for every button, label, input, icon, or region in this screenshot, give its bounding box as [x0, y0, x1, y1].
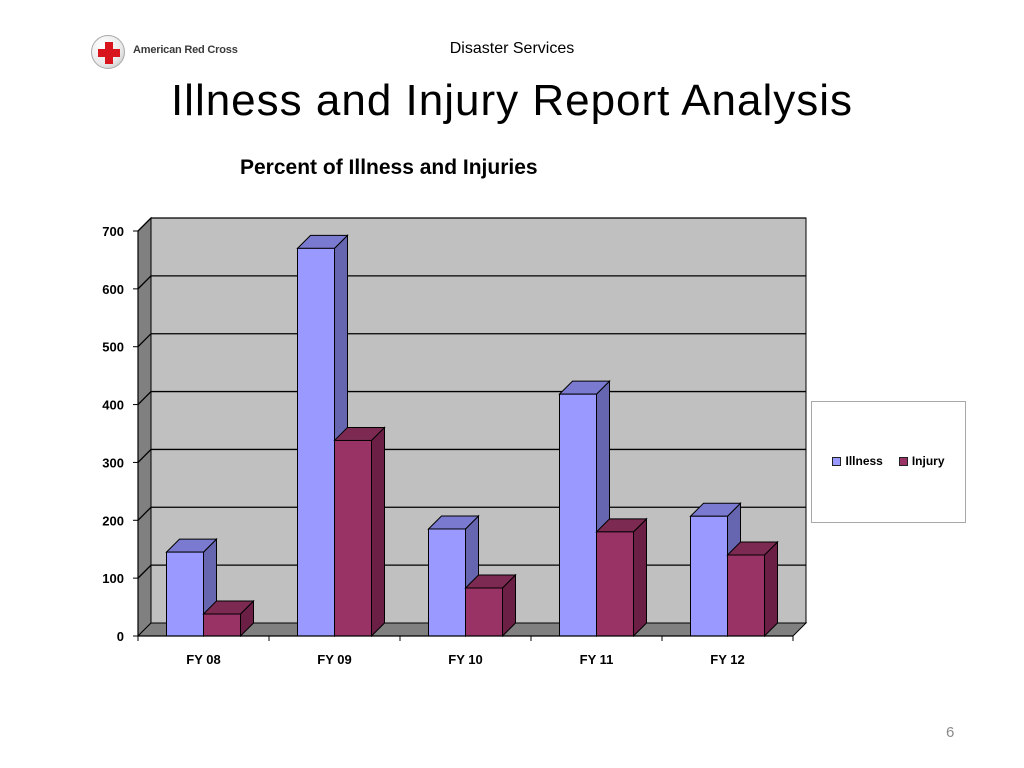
bar-fy11-illness	[559, 393, 597, 637]
chart-side-wall	[137, 216, 152, 638]
bar-fy12-injury	[727, 554, 765, 637]
american-red-cross-logo: American Red Cross	[91, 35, 261, 69]
logo-text: American Red Cross	[133, 44, 238, 56]
legend-label-injury: Injury	[911, 454, 945, 468]
y-tick-label: 300	[102, 455, 124, 470]
legend-item-injury: Injury	[898, 454, 945, 468]
gridline	[137, 275, 806, 290]
slide-title: Illness and Injury Report Analysis	[170, 76, 854, 125]
chart-legend: Illness Injury	[811, 401, 966, 523]
y-tick-label: 600	[102, 282, 124, 297]
bar-fy10-illness	[428, 528, 466, 637]
bar-fy12-illness	[690, 515, 728, 637]
bar-fy09-illness	[297, 247, 335, 637]
gridline	[137, 333, 806, 348]
x-tick-label: FY 12	[710, 652, 744, 667]
y-tick-label: 0	[117, 629, 124, 644]
y-tick-label: 700	[102, 224, 124, 239]
bar-fy08-illness	[166, 551, 204, 637]
bar-side-fy11-injury	[633, 517, 647, 638]
header-text: Disaster Services	[449, 40, 575, 57]
bar-fy10-injury	[465, 587, 503, 637]
x-tick-label: FY 09	[317, 652, 351, 667]
y-tick-label: 400	[102, 398, 124, 413]
bar-side-fy09-injury	[371, 426, 385, 638]
x-tick-label: FY 11	[580, 652, 614, 667]
y-tick-label: 200	[102, 513, 124, 528]
red-cross-icon	[91, 35, 125, 69]
y-tick-label: 500	[102, 340, 124, 355]
bar-side-fy12-injury	[764, 540, 778, 638]
x-tick-label: FY 10	[448, 652, 482, 667]
legend-swatch-illness	[832, 456, 842, 466]
bar-fy11-injury	[596, 531, 634, 637]
gridline	[137, 217, 806, 232]
chart-title: Percent of Illness and Injuries	[240, 156, 538, 179]
page-number: 6	[946, 724, 955, 741]
legend-swatch-injury	[898, 456, 908, 466]
legend-label-illness: Illness	[845, 454, 883, 468]
legend-item-illness: Illness	[832, 454, 883, 468]
y-tick-label: 100	[102, 571, 124, 586]
x-tick-label: FY 08	[186, 652, 220, 667]
bar-fy09-injury	[334, 439, 372, 637]
bar-fy08-injury	[203, 613, 241, 637]
